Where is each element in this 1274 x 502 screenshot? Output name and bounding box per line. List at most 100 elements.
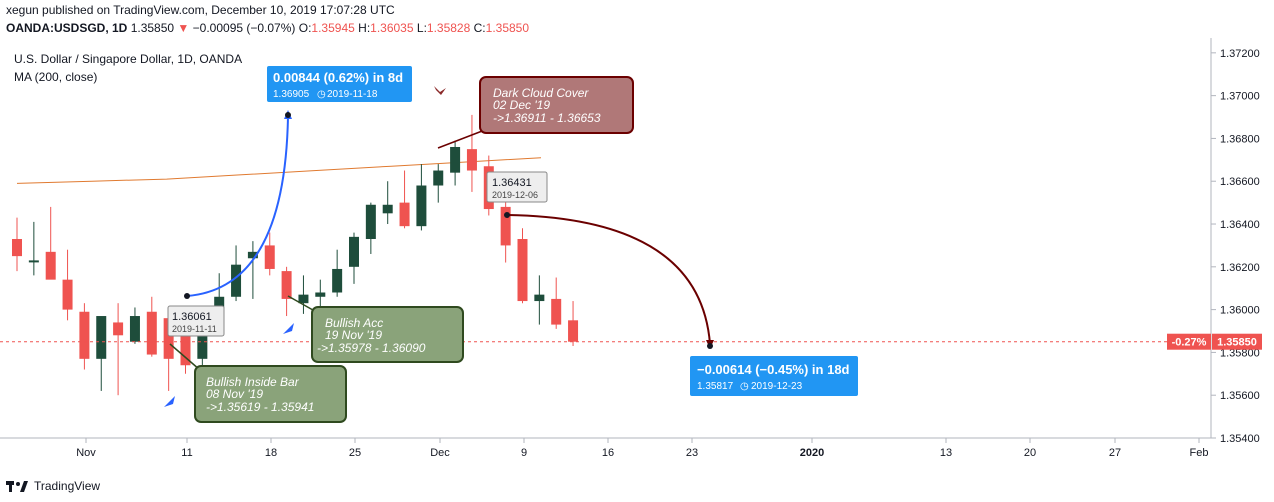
candle-body (62, 279, 73, 310)
close-label: C: (473, 21, 486, 35)
pct-change-text: -0.27% (1172, 337, 1207, 349)
up-measure-price: 1.36905 (273, 89, 310, 100)
change-arrow-icon: ▼ (177, 21, 190, 35)
time-tick-label: Nov (76, 447, 96, 459)
high-label: H: (358, 21, 371, 35)
pct-change-tag (1167, 333, 1211, 350)
candle-body (28, 260, 39, 263)
up-measure-box[interactable] (267, 66, 412, 102)
publisher-line: xegun published on TradingView.com, Dece… (6, 3, 395, 17)
candle-body (113, 322, 124, 336)
rocket-icon (283, 323, 294, 334)
current-price-tags: -0.27% 1.35850 (1167, 333, 1262, 350)
candle-body (517, 239, 528, 302)
time-tick-label: 18 (265, 447, 277, 459)
clock-icon: ◷ (317, 89, 326, 100)
chart-area[interactable]: 1.37200 1.37000 1.36800 1.36600 1.36400 1.362… (0, 38, 1274, 478)
candle-body (146, 311, 157, 355)
symbol-label[interactable]: OANDA:USDSGD, 1D (6, 21, 128, 35)
price-tag-high[interactable] (486, 171, 548, 203)
close-value: 1.35850 (485, 21, 530, 35)
candle-body (568, 320, 579, 342)
price-tick-label: 1.36800 (1220, 133, 1260, 145)
dark-cloud-range: ->1.36911 - 1.36653 (493, 111, 601, 125)
candle-body (450, 146, 461, 173)
low-value: 1.35828 (426, 21, 471, 35)
low-label: L: (416, 21, 427, 35)
candle-body (500, 206, 511, 246)
time-tick-label: 2020 (800, 447, 824, 459)
dark-cloud-callout[interactable] (479, 76, 634, 134)
time-tick-label: Dec (430, 447, 450, 459)
ma-legend: MA (200, close) (14, 70, 97, 84)
candles (12, 114, 579, 396)
price-tick-label: 1.36400 (1220, 219, 1260, 231)
price-tick-label: 1.36000 (1220, 305, 1260, 317)
last-price-tag (1212, 333, 1262, 350)
price-tick-label: 1.35400 (1220, 433, 1260, 445)
candle-body (79, 311, 90, 359)
candle-body (399, 202, 410, 227)
candle-body (264, 245, 275, 269)
candle-body (197, 324, 208, 359)
price-tag-low-date: 2019-11-11 (172, 324, 217, 334)
down-measure-end-dot (707, 343, 713, 349)
last-price: 1.35850 (130, 21, 175, 35)
price-tick-label: 1.37000 (1220, 91, 1260, 103)
up-measure-start-dot (184, 293, 190, 299)
candle-body (332, 268, 343, 293)
candle-body (247, 251, 258, 259)
candle-body (214, 296, 225, 310)
bullish-inside-title: Bullish Inside Bar (206, 375, 300, 389)
candle-body (382, 204, 393, 214)
candle-body (433, 170, 444, 186)
price-scale[interactable]: 1.37200 1.37000 1.36800 1.36600 1.36400 1.362… (1211, 48, 1260, 445)
candle-body (315, 292, 326, 297)
candle-body (96, 316, 107, 359)
bullish-inside-range: ->1.35619 - 1.35941 (206, 400, 314, 414)
price-tick-label: 1.35800 (1220, 347, 1260, 359)
price-tag-low[interactable] (167, 305, 225, 337)
price-tick-label: 1.35600 (1220, 390, 1260, 402)
footer: TradingView (6, 476, 100, 496)
candle-body (416, 185, 427, 227)
candle-body (12, 239, 22, 257)
time-axis[interactable]: Nov 11 18 25 Dec 9 16 23 2020 13 20 27 Feb (76, 438, 1208, 459)
time-tick-label: Feb (1190, 447, 1209, 459)
candle-body (551, 298, 562, 325)
change-value: −0.00095 (−0.07%) (192, 21, 296, 35)
time-tick-label: 16 (602, 447, 614, 459)
price-tick-label: 1.36600 (1220, 176, 1260, 188)
time-tick-label: 13 (940, 447, 952, 459)
bullish-inside-pointer (169, 343, 201, 371)
open-value: 1.35945 (311, 21, 355, 35)
time-tick-label: 27 (1109, 447, 1121, 459)
candle-body (349, 236, 359, 267)
down-measure-box[interactable] (690, 356, 858, 396)
time-tick-label: 25 (349, 447, 361, 459)
down-measure-price: 1.35817 (697, 381, 734, 392)
up-measure-date: 2019-11-18 (327, 89, 378, 100)
bullish-inside-callout[interactable] (194, 365, 347, 423)
footer-brand[interactable]: TradingView (34, 479, 101, 493)
candle-body (163, 318, 174, 359)
time-tick-label: 9 (521, 447, 527, 459)
time-tick-label: 11 (181, 447, 192, 459)
open-label: O: (298, 21, 312, 35)
price-tag-high-value: 1.36431 (492, 177, 532, 189)
candle-body (281, 271, 292, 299)
price-tick-label: 1.37200 (1220, 48, 1260, 60)
down-measure-curve (506, 214, 711, 345)
down-measure-date: 2019-12-23 (751, 381, 803, 392)
high-value: 1.36035 (370, 21, 414, 35)
price-tag-high-date: 2019-12-06 (492, 190, 538, 200)
dark-cloud-marker-icon (434, 86, 446, 95)
up-measure-curve (186, 115, 289, 297)
candle-body (534, 294, 545, 302)
candlestick-chart[interactable]: 1.37200 1.37000 1.36800 1.36600 1.36400 1.362… (0, 38, 1274, 478)
bullish-inside-date: 08 Nov '19 (206, 387, 263, 401)
bullish-acc-callout[interactable] (311, 306, 464, 363)
candle-body (298, 294, 309, 304)
time-tick-label: 20 (1024, 447, 1036, 459)
last-price-tag-text: 1.35850 (1217, 337, 1257, 349)
